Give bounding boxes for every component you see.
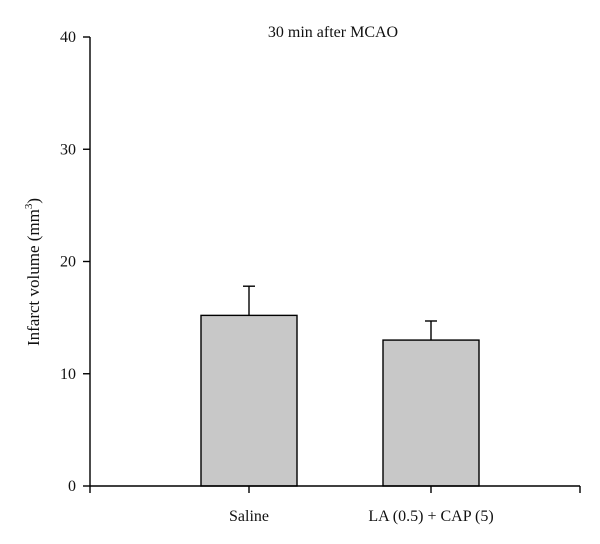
- error-bars: [243, 285, 437, 341]
- y-tick-label-20: 20: [60, 254, 76, 271]
- x-tick-label-2: LA (0.5) + CAP (5): [368, 508, 493, 525]
- y-tick-label-0: 0: [68, 478, 76, 495]
- bar-2: [382, 339, 480, 487]
- y-axis-label-close: ): [24, 198, 43, 204]
- x-tick-label-1: Saline: [229, 508, 269, 525]
- y-axis-label: Infarct volume (mm3): [23, 198, 43, 346]
- bar-1: [200, 314, 298, 487]
- y-tick-label-10: 10: [60, 366, 76, 383]
- y-axis: 0 10 20 30 40: [60, 29, 91, 495]
- chart-title: 30 min after MCAO: [268, 24, 398, 41]
- y-axis-label-superscript: 3: [23, 203, 35, 209]
- y-axis-label-main: Infarct volume (mm: [24, 209, 43, 346]
- y-tick-label-30: 30: [60, 141, 76, 158]
- y-tick-label-40: 40: [60, 29, 76, 46]
- bars: [200, 314, 480, 487]
- x-axis: Saline LA (0.5) + CAP (5): [89, 485, 581, 525]
